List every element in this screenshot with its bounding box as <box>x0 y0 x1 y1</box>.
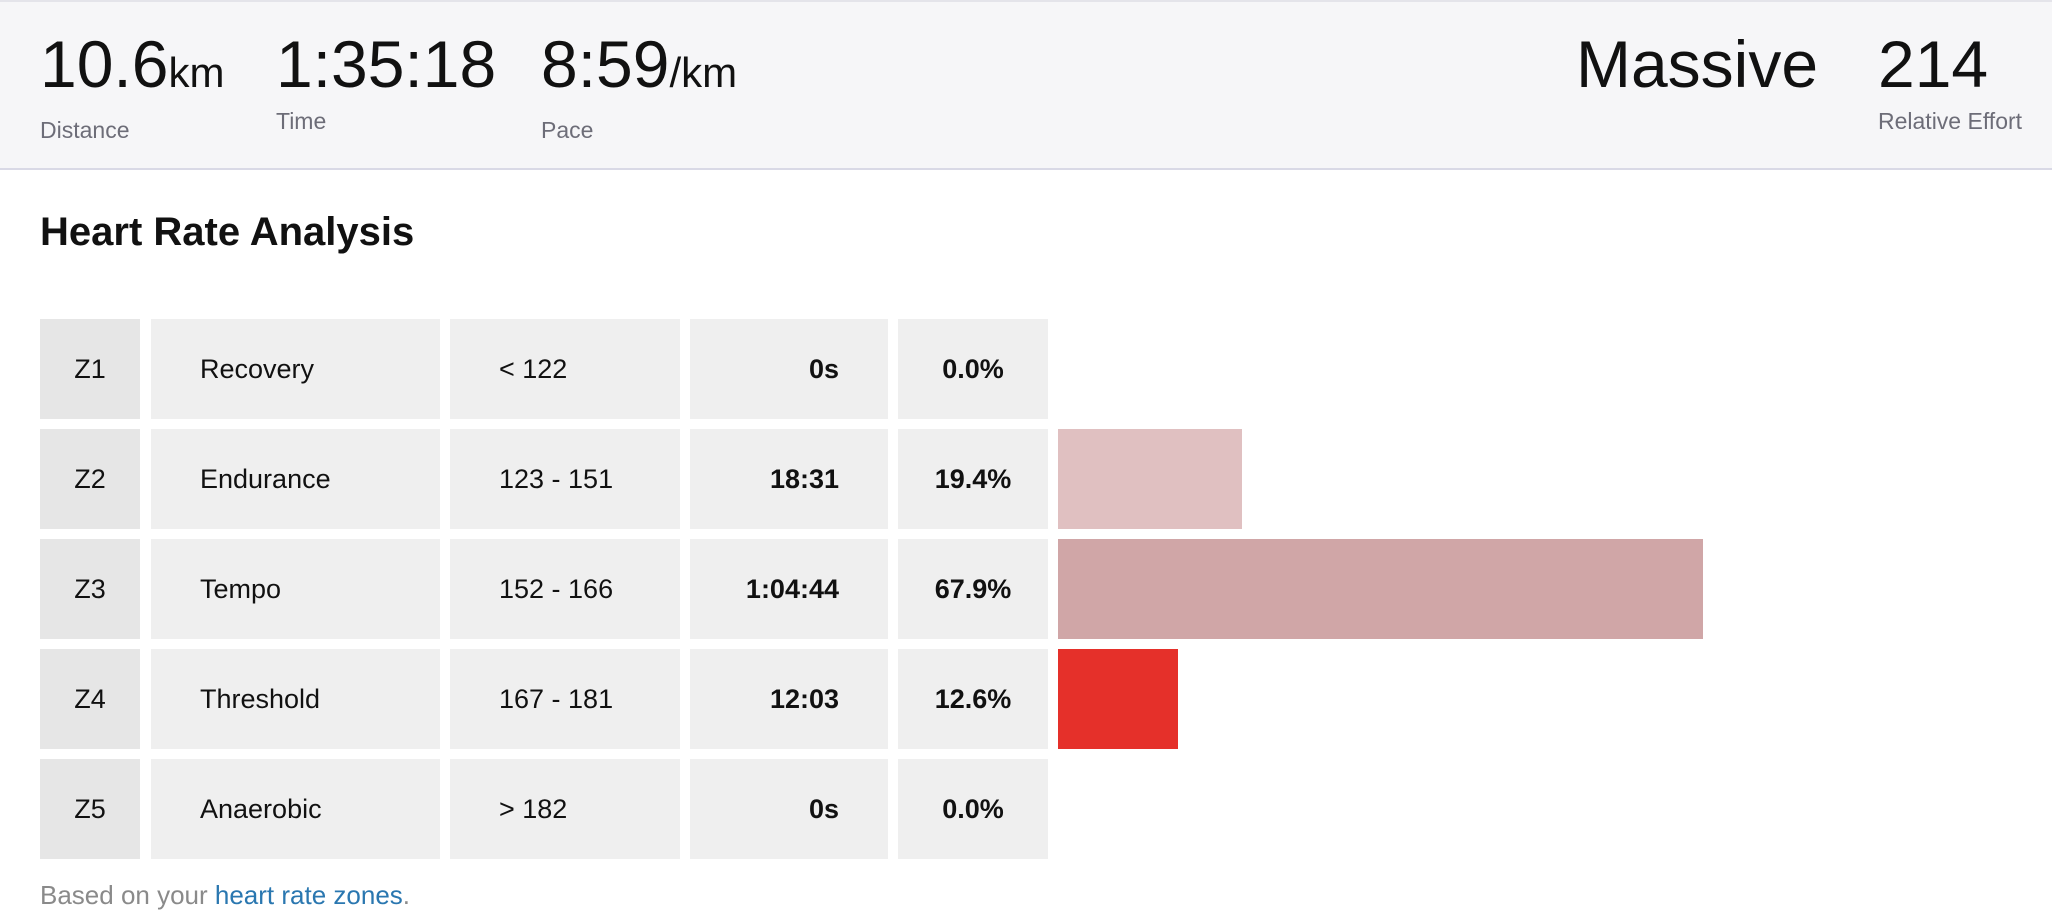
effort-level-stat: Massive <box>1576 24 1818 104</box>
zone-time-bar <box>1058 539 1703 639</box>
pace-unit: /km <box>669 49 738 96</box>
time-value: 1:35:18 <box>276 27 497 101</box>
relative-effort-value: 214 <box>1878 27 1989 101</box>
zone-label: Z5 <box>40 759 140 859</box>
pace-value: 8:59/km <box>541 27 738 101</box>
distance-unit: km <box>168 49 225 96</box>
distance-value: 10.6km <box>40 27 225 101</box>
zone-time: 1:04:44 <box>690 539 888 639</box>
zone-label: Z3 <box>40 539 140 639</box>
zone-row: Z3 Tempo 152 - 166 1:04:44 67.9% <box>40 539 2040 639</box>
zone-percent: 19.4% <box>898 429 1048 529</box>
zone-range: 167 - 181 <box>450 649 680 749</box>
activity-stats-bar: 10.6km Distance 1:35:18 Time 8:59/km Pac… <box>0 0 2052 170</box>
section-title: Heart Rate Analysis <box>40 210 415 254</box>
zone-percent: 12.6% <box>898 649 1048 749</box>
zone-row: Z4 Threshold 167 - 181 12:03 12.6% <box>40 649 2040 749</box>
footer-note: Based on your heart rate zones. <box>40 880 410 911</box>
zone-name: Threshold <box>151 649 440 749</box>
zone-label: Z4 <box>40 649 140 749</box>
zone-row: Z5 Anaerobic > 182 0s 0.0% <box>40 759 2040 859</box>
time-stat: 1:35:18 Time <box>276 24 496 135</box>
zone-time-bar <box>1058 429 1242 529</box>
pace-stat: 8:59/km Pace <box>541 24 737 144</box>
pace-label: Pace <box>541 117 594 143</box>
relative-effort-label: Relative Effort <box>1878 108 2023 134</box>
zone-percent: 67.9% <box>898 539 1048 639</box>
zone-row: Z2 Endurance 123 - 151 18:31 19.4% <box>40 429 2040 529</box>
zone-row: Z1 Recovery < 122 0s 0.0% <box>40 319 2040 419</box>
zone-name: Tempo <box>151 539 440 639</box>
distance-label: Distance <box>40 117 130 143</box>
zone-percent: 0.0% <box>898 759 1048 859</box>
effort-level-word: Massive <box>1576 27 1819 101</box>
footer-suffix: . <box>402 880 411 910</box>
heart-rate-zones-link[interactable]: heart rate zones <box>214 880 403 910</box>
zone-time-bar <box>1058 649 1178 749</box>
zone-label: Z2 <box>40 429 140 529</box>
zone-name: Recovery <box>151 319 440 419</box>
footer-prefix: Based on your <box>40 880 215 910</box>
zone-range: 152 - 166 <box>450 539 680 639</box>
zone-time: 18:31 <box>690 429 888 529</box>
zone-label: Z1 <box>40 319 140 419</box>
distance-stat: 10.6km Distance <box>40 24 224 144</box>
zone-range: > 182 <box>450 759 680 859</box>
zone-name: Endurance <box>151 429 440 529</box>
zone-range: 123 - 151 <box>450 429 680 529</box>
zone-time: 0s <box>690 759 888 859</box>
zone-time: 0s <box>690 319 888 419</box>
zone-name: Anaerobic <box>151 759 440 859</box>
zone-range: < 122 <box>450 319 680 419</box>
zone-percent: 0.0% <box>898 319 1048 419</box>
time-label: Time <box>276 108 327 134</box>
zone-time: 12:03 <box>690 649 888 749</box>
relative-effort-stat[interactable]: 214 Relative Effort <box>1878 24 2022 135</box>
